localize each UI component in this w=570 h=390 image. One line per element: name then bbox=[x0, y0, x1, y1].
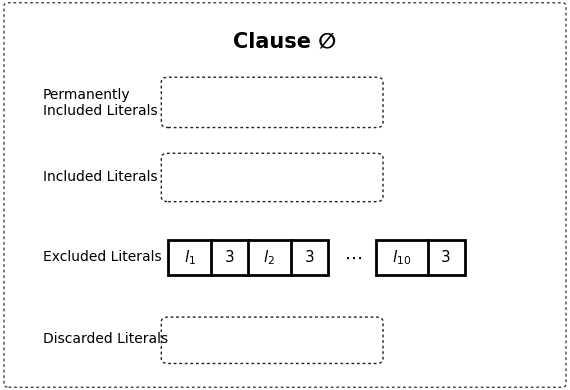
Text: $l_2$: $l_2$ bbox=[263, 248, 275, 267]
Text: 3: 3 bbox=[304, 250, 314, 265]
Text: $l_1$: $l_1$ bbox=[184, 248, 196, 267]
Text: 3: 3 bbox=[441, 250, 451, 265]
Text: Included Literals: Included Literals bbox=[43, 170, 157, 184]
Text: $l_{10}$: $l_{10}$ bbox=[392, 248, 412, 267]
Text: 3: 3 bbox=[225, 250, 234, 265]
Bar bbox=[376, 240, 465, 275]
Text: Discarded Literals: Discarded Literals bbox=[43, 332, 168, 346]
Text: Permanently
Included Literals: Permanently Included Literals bbox=[43, 88, 157, 119]
Bar bbox=[168, 240, 328, 275]
Text: $\cdots$: $\cdots$ bbox=[344, 248, 363, 266]
Text: Excluded Literals: Excluded Literals bbox=[43, 250, 161, 264]
Text: Clause ∅: Clause ∅ bbox=[234, 31, 336, 51]
